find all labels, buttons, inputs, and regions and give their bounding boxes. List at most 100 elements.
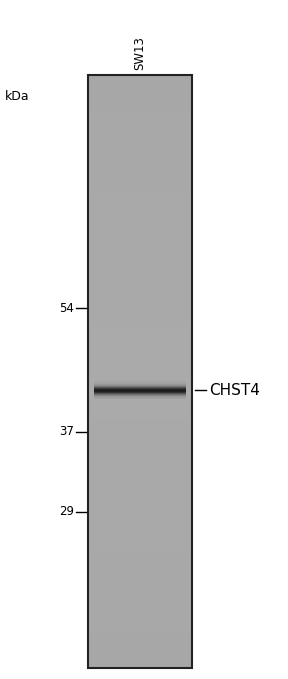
Bar [88,326,192,328]
Bar [88,130,192,132]
Bar [88,519,192,521]
Bar [88,176,192,178]
Bar [88,287,192,289]
Bar [88,340,192,342]
Bar [88,630,192,632]
Bar [88,648,192,650]
Bar [88,298,192,300]
Bar [88,196,192,198]
Bar [88,257,192,259]
Bar [88,540,192,541]
Bar [88,547,192,549]
Bar [88,312,192,314]
Bar [88,111,192,113]
Bar [88,231,192,233]
Bar [88,310,192,312]
Bar [88,91,192,93]
Bar [88,170,192,172]
Bar [88,480,192,482]
Bar [88,230,192,231]
Bar [88,363,192,365]
Bar [88,160,192,162]
Bar [88,206,192,208]
Bar [88,528,192,530]
Bar [88,338,192,340]
Bar [88,318,192,320]
Bar [88,445,192,447]
Bar [88,524,192,526]
Bar [88,415,192,417]
Bar [88,397,192,399]
Bar [88,367,192,369]
Bar [88,249,192,251]
Bar [88,194,192,196]
Bar [88,348,192,350]
Bar [88,478,192,480]
Bar [88,208,192,209]
Bar [88,174,192,176]
Bar [88,456,192,458]
Bar [88,413,192,415]
Bar [88,189,192,191]
Bar [88,617,192,619]
Bar [88,423,192,425]
Bar [88,543,192,545]
Bar [88,526,192,528]
Bar [88,451,192,452]
Bar [88,132,192,134]
Bar [88,409,192,411]
Bar [88,583,192,585]
Bar [88,421,192,423]
Bar [88,605,192,607]
Bar [88,128,192,130]
Bar [88,389,192,391]
Bar [88,395,192,397]
Bar [88,235,192,237]
Bar [88,221,192,223]
Bar [88,429,192,430]
Bar [88,405,192,407]
Bar [88,464,192,466]
Bar [88,621,192,623]
Text: 29: 29 [59,505,74,518]
Bar [88,209,192,211]
Bar [88,384,192,386]
Bar [88,492,192,494]
Bar [88,342,192,344]
Bar [88,263,192,265]
Bar [88,314,192,316]
Bar [88,328,192,330]
Bar [88,658,192,660]
Bar [88,407,192,409]
Bar [88,656,192,658]
Bar [88,273,192,274]
Bar [88,490,192,492]
Bar [88,437,192,439]
Bar [88,382,192,384]
Bar [88,77,192,79]
Bar [88,593,192,595]
Bar [88,573,192,575]
Text: 37: 37 [59,426,74,439]
Bar [88,293,192,295]
Bar [88,603,192,605]
Bar [88,213,192,215]
Bar [88,344,192,346]
Bar [88,443,192,445]
Text: 54: 54 [59,301,74,314]
Bar [88,577,192,579]
Bar [88,156,192,158]
Bar [88,282,192,285]
Bar [88,610,192,612]
Bar [88,308,192,310]
Bar [88,393,192,395]
Bar [88,664,192,666]
Bar [88,666,192,668]
Bar [88,115,192,117]
Bar [88,261,192,263]
Bar [88,532,192,534]
Bar [88,134,192,136]
Bar [88,215,192,217]
Bar [88,291,192,293]
Bar [88,369,192,371]
